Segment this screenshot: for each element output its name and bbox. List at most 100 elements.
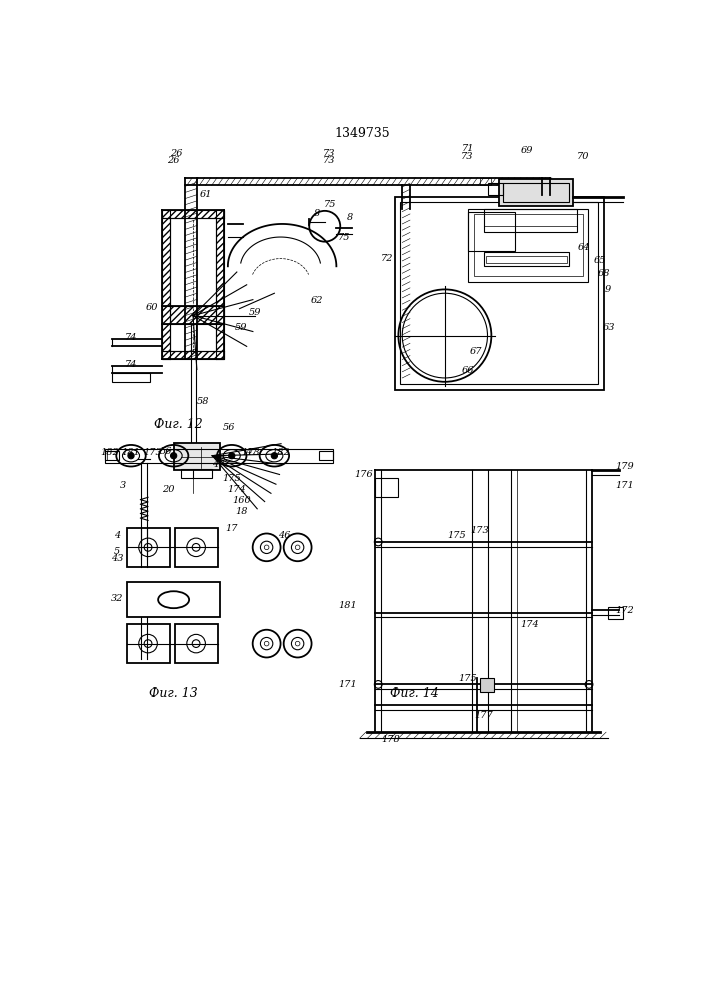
Bar	[319, 451, 332, 460]
Text: 47: 47	[212, 460, 225, 469]
Text: 59: 59	[235, 323, 247, 332]
Bar	[112, 373, 151, 382]
Text: 160: 160	[233, 496, 251, 505]
Text: 175: 175	[223, 474, 241, 483]
Text: 73: 73	[322, 149, 335, 158]
Text: 17: 17	[226, 524, 238, 533]
Text: 43: 43	[111, 554, 123, 563]
Text: 75: 75	[324, 200, 337, 209]
Text: 59: 59	[249, 308, 262, 317]
Text: 73: 73	[322, 156, 335, 165]
Text: 18: 18	[235, 507, 248, 516]
Text: 71: 71	[462, 144, 474, 153]
Text: 171: 171	[339, 680, 357, 689]
Text: 73: 73	[460, 152, 473, 161]
Text: 173: 173	[144, 448, 162, 457]
Text: 56: 56	[160, 447, 172, 456]
Bar	[400, 202, 598, 384]
Text: 26: 26	[170, 149, 183, 158]
Bar	[607, 607, 623, 619]
Text: 181: 181	[339, 601, 357, 610]
Text: 181: 181	[122, 448, 141, 457]
Text: 56: 56	[223, 424, 235, 432]
Bar	[182, 469, 212, 478]
Circle shape	[271, 453, 277, 459]
Text: 171: 171	[615, 481, 634, 490]
Text: 1349735: 1349735	[334, 127, 390, 140]
Bar	[474, 214, 583, 276]
Bar	[127, 528, 170, 567]
Text: 69: 69	[521, 146, 533, 155]
Bar	[162, 306, 224, 324]
Text: 64: 64	[578, 243, 590, 252]
Circle shape	[228, 453, 235, 459]
Text: 72: 72	[380, 254, 393, 263]
Bar	[127, 624, 170, 663]
Text: 68: 68	[597, 269, 610, 278]
Text: 179: 179	[615, 462, 634, 471]
Bar	[468, 212, 515, 251]
Bar	[105, 451, 119, 460]
Bar	[162, 351, 224, 359]
Text: 74: 74	[124, 360, 137, 369]
Text: 4: 4	[114, 531, 120, 540]
Text: 63: 63	[603, 323, 615, 332]
Text: 182: 182	[100, 448, 119, 457]
Bar	[468, 209, 588, 282]
Bar	[174, 443, 220, 470]
Circle shape	[128, 453, 134, 459]
Text: 70: 70	[577, 152, 589, 161]
Bar	[375, 478, 398, 497]
Bar	[175, 624, 218, 663]
Bar	[175, 528, 218, 567]
Text: 67: 67	[469, 347, 482, 356]
Bar	[480, 178, 491, 185]
Text: Фиг. 12: Фиг. 12	[154, 418, 203, 431]
Text: 178: 178	[381, 735, 400, 744]
Bar	[488, 183, 503, 195]
Bar	[105, 449, 332, 463]
Text: 5: 5	[114, 547, 120, 556]
Text: 75: 75	[338, 233, 351, 242]
Text: 62: 62	[311, 296, 323, 305]
Circle shape	[170, 453, 177, 459]
Bar	[503, 183, 569, 202]
Text: Фиг. 14: Фиг. 14	[390, 687, 438, 700]
Text: 174: 174	[521, 620, 539, 629]
Text: 26: 26	[168, 156, 180, 165]
Text: 66: 66	[462, 366, 474, 375]
Text: 3: 3	[120, 481, 127, 490]
Text: 61: 61	[200, 190, 212, 199]
Bar	[499, 179, 573, 206]
Text: 173: 173	[242, 448, 260, 457]
Bar	[162, 210, 224, 218]
Text: 173: 173	[470, 526, 489, 535]
Bar	[484, 209, 577, 232]
Text: 58: 58	[197, 397, 209, 406]
Text: 175: 175	[447, 531, 466, 540]
Bar	[480, 678, 493, 692]
Text: 174: 174	[228, 485, 247, 494]
Text: 74: 74	[124, 333, 137, 342]
Text: 8: 8	[346, 213, 353, 222]
Text: 20: 20	[162, 485, 175, 494]
Text: 172: 172	[615, 606, 634, 615]
Text: 47: 47	[245, 448, 257, 457]
Text: 9: 9	[604, 285, 611, 294]
Text: 176: 176	[354, 470, 373, 479]
Bar	[484, 252, 569, 266]
Text: 175: 175	[459, 674, 477, 683]
Text: Фиг. 13: Фиг. 13	[149, 687, 198, 700]
Text: 46: 46	[278, 531, 291, 540]
Bar	[486, 256, 566, 263]
Bar	[395, 197, 604, 389]
Text: 8: 8	[314, 209, 320, 218]
Text: 60: 60	[146, 303, 158, 312]
Bar	[127, 582, 220, 617]
Text: 32: 32	[111, 594, 123, 603]
Text: 65: 65	[594, 256, 606, 265]
Bar	[162, 210, 170, 359]
Text: 177: 177	[474, 711, 493, 720]
Text: 182: 182	[271, 448, 290, 457]
Bar	[216, 210, 224, 359]
